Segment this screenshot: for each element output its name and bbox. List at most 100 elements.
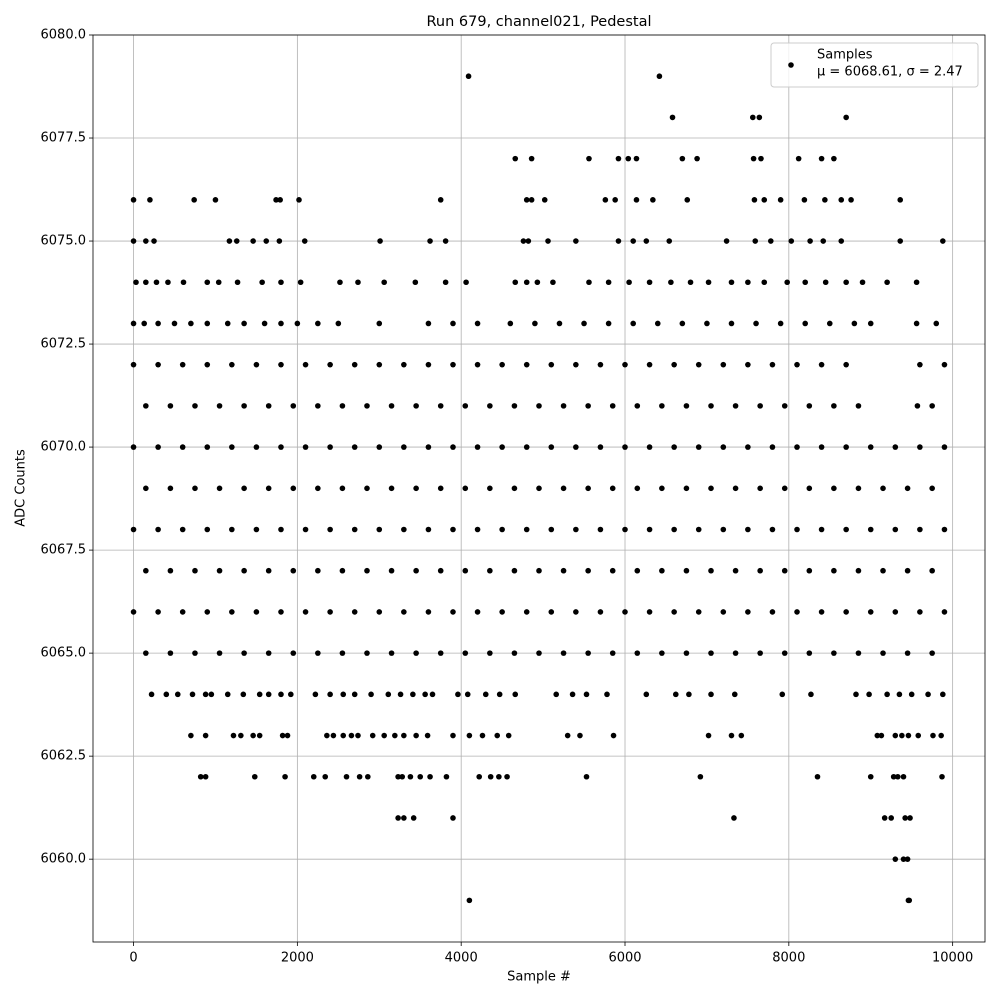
point (900, 856, 907, 862)
x-tick-label: 6000 (608, 951, 641, 966)
point (278, 444, 284, 450)
point (499, 609, 505, 615)
point (315, 650, 321, 656)
point (392, 732, 398, 739)
point (130, 238, 137, 244)
point (192, 485, 198, 492)
point (838, 238, 845, 244)
point (180, 279, 187, 286)
point (487, 773, 494, 780)
point (130, 197, 137, 203)
point (550, 279, 556, 286)
point (777, 197, 784, 203)
point (884, 279, 890, 286)
point (204, 444, 211, 450)
point (609, 403, 616, 409)
point (241, 567, 247, 574)
point (250, 238, 256, 244)
point (277, 197, 283, 203)
point (659, 403, 665, 409)
point (728, 732, 735, 739)
point (843, 279, 849, 286)
y-tick-label: 6075.0 (41, 234, 87, 249)
point (633, 197, 640, 203)
point (633, 155, 640, 162)
point (668, 279, 674, 286)
point (683, 403, 690, 409)
point (738, 732, 745, 739)
point (904, 650, 911, 656)
point (499, 526, 505, 533)
point (327, 609, 333, 615)
point (745, 279, 751, 286)
point (395, 815, 401, 821)
point (443, 773, 450, 780)
y-axis-label: ADC Counts (14, 449, 29, 527)
point (806, 567, 813, 574)
point (385, 691, 392, 698)
point (278, 361, 284, 368)
point (838, 197, 845, 203)
point (413, 403, 419, 409)
point (831, 403, 837, 409)
point (553, 691, 560, 698)
point (545, 238, 551, 244)
point (290, 403, 297, 409)
point (625, 155, 632, 162)
point (376, 361, 383, 368)
point (899, 732, 905, 739)
point (427, 773, 433, 780)
point (241, 403, 247, 409)
point (573, 526, 579, 533)
point (395, 773, 401, 780)
point (831, 567, 837, 574)
point (167, 403, 174, 409)
point (890, 773, 897, 780)
point (597, 609, 604, 615)
point (351, 361, 358, 368)
point (253, 526, 260, 533)
point (284, 732, 291, 739)
point (536, 567, 542, 574)
point (330, 732, 337, 739)
point (417, 773, 424, 780)
point (296, 197, 302, 203)
point (586, 155, 592, 162)
point (695, 609, 702, 615)
point (569, 691, 576, 698)
point (683, 485, 690, 492)
point (781, 650, 788, 656)
point (351, 609, 358, 615)
point (930, 732, 936, 739)
point (340, 691, 347, 698)
point (496, 773, 502, 780)
point (745, 609, 751, 615)
point (437, 567, 444, 574)
point (512, 691, 519, 698)
point (634, 403, 641, 409)
point (265, 403, 272, 409)
point (278, 691, 284, 698)
point (908, 691, 915, 698)
y-tick-label: 6062.5 (41, 749, 87, 764)
point (881, 815, 888, 821)
point (867, 526, 874, 533)
point (450, 732, 456, 739)
point (474, 361, 481, 368)
point (646, 361, 653, 368)
point (388, 567, 395, 574)
point (695, 361, 702, 368)
point (442, 238, 449, 244)
point (230, 732, 237, 739)
legend-annotation: μ = 6068.61, σ = 2.47 (817, 65, 963, 80)
point (174, 691, 181, 698)
point (536, 485, 542, 492)
point (288, 691, 294, 698)
point (462, 567, 469, 574)
point (487, 403, 493, 409)
point (167, 485, 174, 492)
point (335, 320, 342, 327)
point (147, 197, 153, 203)
point (679, 155, 686, 162)
point (752, 238, 759, 244)
